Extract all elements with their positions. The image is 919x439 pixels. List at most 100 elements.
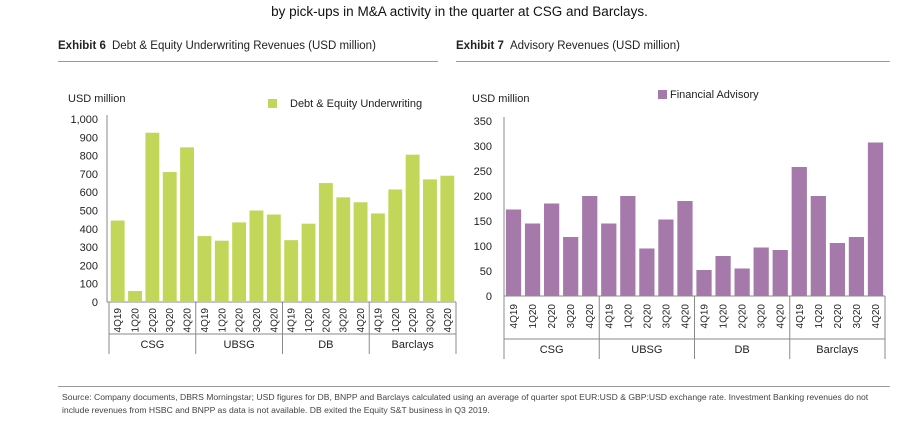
- x-tick-label: 3Q20: [165, 308, 176, 333]
- bar-barclays-4q19: [791, 167, 807, 296]
- bar-ubsg-3q20: [249, 210, 264, 302]
- x-tick-label: 2Q20: [833, 304, 844, 329]
- bar-csg-3q20: [162, 172, 177, 302]
- x-tick-label: 1Q20: [623, 304, 634, 329]
- x-tick-label: 2Q20: [235, 308, 246, 333]
- y-tick-label: 350: [474, 116, 492, 128]
- y-tick-label: 50: [480, 266, 492, 278]
- bar-barclays-1q20: [388, 189, 403, 302]
- y-tick-label: 0: [486, 291, 492, 303]
- x-tick-label: 4Q20: [356, 308, 367, 333]
- bar-csg-2q20: [544, 203, 560, 296]
- bar-db-2q20: [734, 268, 750, 296]
- source-note: Source: Company documents, DBRS Mornings…: [62, 392, 869, 415]
- x-tick-label: 4Q19: [113, 308, 124, 333]
- legend-label: Financial Advisory: [670, 89, 759, 101]
- y-tick-label: 500: [80, 206, 98, 218]
- x-tick-label: 3Q20: [566, 304, 577, 329]
- x-tick-label: 1Q20: [217, 308, 228, 333]
- y-tick-label: 900: [80, 132, 98, 144]
- exhibit6-label: Exhibit 6: [58, 40, 106, 52]
- x-tick-label: 4Q20: [443, 308, 454, 333]
- source-rule: [58, 386, 890, 387]
- legend-label: Debt & Equity Underwriting: [290, 98, 422, 110]
- exhibit7-title-text: Advisory Revenues (USD million): [509, 40, 680, 52]
- exhibit6-rule: [58, 61, 438, 62]
- legend-swatch: [268, 99, 277, 108]
- x-tick-label: 3Q20: [852, 304, 863, 329]
- bar-ubsg-2q20: [639, 248, 655, 296]
- group-label: CSG: [140, 339, 164, 351]
- advisory-chart: USD million 0 50 100 150 200 250 300 350 Financia…: [472, 89, 886, 359]
- bar-ubsg-3q20: [658, 219, 674, 296]
- x-tick-label: 3Q20: [339, 308, 350, 333]
- x-tick-label: 4Q19: [200, 308, 211, 333]
- y-tick-label: 100: [80, 279, 98, 291]
- bar-db-1q20: [301, 223, 316, 302]
- group-label: Barclays: [392, 339, 435, 351]
- exhibit6-title-text: Debt & Equity Underwriting Revenues (USD…: [111, 40, 376, 52]
- intro-text: by pick-ups in M&A activity in the quart…: [271, 4, 648, 19]
- bar-db-4q20: [353, 202, 368, 302]
- bar-ubsg-2q20: [232, 222, 247, 302]
- bar-csg-1q20: [524, 223, 541, 296]
- bar-barclays-2q20: [829, 243, 845, 296]
- x-tick-label: 4Q20: [680, 304, 691, 329]
- bar-db-4q19: [284, 240, 299, 302]
- x-tick-label: 3Q20: [425, 308, 436, 333]
- y-tick-label: 700: [80, 169, 98, 181]
- bar-ubsg-4q20: [266, 214, 281, 302]
- y-tick-label: 100: [474, 241, 492, 253]
- x-tick-label: 2Q20: [408, 308, 419, 333]
- y-tick-label: 150: [474, 216, 492, 228]
- exhibit6-title: Exhibit 6 Debt & Equity Underwriting Reve…: [58, 40, 376, 52]
- bar-barclays-4q19: [370, 213, 385, 302]
- x-tick-label: 4Q19: [795, 304, 806, 329]
- bar-db-1q20: [715, 256, 731, 296]
- y-tick-label: 300: [474, 141, 492, 153]
- x-tick-label: 3Q20: [757, 304, 768, 329]
- bar-db-3q20: [336, 197, 351, 302]
- group-label: CSG: [540, 344, 564, 356]
- y-tick-label: 600: [80, 187, 98, 199]
- x-tick-label: 1Q20: [131, 308, 142, 333]
- y-tick-label: 0: [92, 297, 98, 309]
- exhibit7-title: Exhibit 7 Advisory Revenues (USD million): [456, 40, 680, 52]
- bar-csg-4q19: [110, 220, 125, 302]
- x-tick-label: 2Q20: [321, 308, 332, 333]
- legend-swatch: [658, 90, 667, 99]
- y-tick-label: 200: [474, 191, 492, 203]
- bar-ubsg-4q19: [197, 236, 212, 302]
- x-tick-label: 1Q20: [814, 304, 825, 329]
- x-tick-label: 2Q20: [738, 304, 749, 329]
- bar-barclays-3q20: [423, 179, 437, 302]
- y-tick-label: 800: [80, 151, 98, 163]
- bar-ubsg-1q20: [214, 240, 229, 302]
- x-tick-label: 2Q20: [148, 308, 159, 333]
- x-tick-label: 4Q19: [700, 304, 711, 329]
- bar-db-4q20: [772, 250, 788, 296]
- group-label: DB: [734, 344, 749, 356]
- bar-db-3q20: [753, 247, 769, 296]
- x-tick-label: 3Q20: [661, 304, 672, 329]
- y-tick-label: 400: [80, 224, 98, 236]
- bar-barclays-4q20: [867, 142, 884, 296]
- bar-csg-1q20: [128, 291, 142, 302]
- bar-db-4q19: [696, 270, 712, 296]
- bar-csg-2q20: [145, 132, 160, 302]
- bar-barclays-1q20: [810, 196, 826, 296]
- y-axis-title: USD million: [472, 93, 529, 105]
- bar-barclays-4q20: [440, 175, 455, 302]
- x-tick-label: 4Q19: [509, 304, 520, 329]
- x-tick-label: 4Q19: [373, 308, 384, 333]
- group-label: DB: [318, 339, 333, 351]
- bar-csg-4q19: [505, 209, 522, 296]
- x-tick-label: 2Q20: [547, 304, 558, 329]
- y-tick-label: 200: [80, 260, 98, 272]
- exhibit7-label: Exhibit 7: [456, 40, 504, 52]
- bar-barclays-2q20: [405, 154, 420, 302]
- exhibit7-rule: [456, 61, 890, 62]
- bar-db-2q20: [318, 183, 333, 302]
- bar-ubsg-4q19: [601, 223, 617, 296]
- bar-ubsg-1q20: [620, 196, 636, 296]
